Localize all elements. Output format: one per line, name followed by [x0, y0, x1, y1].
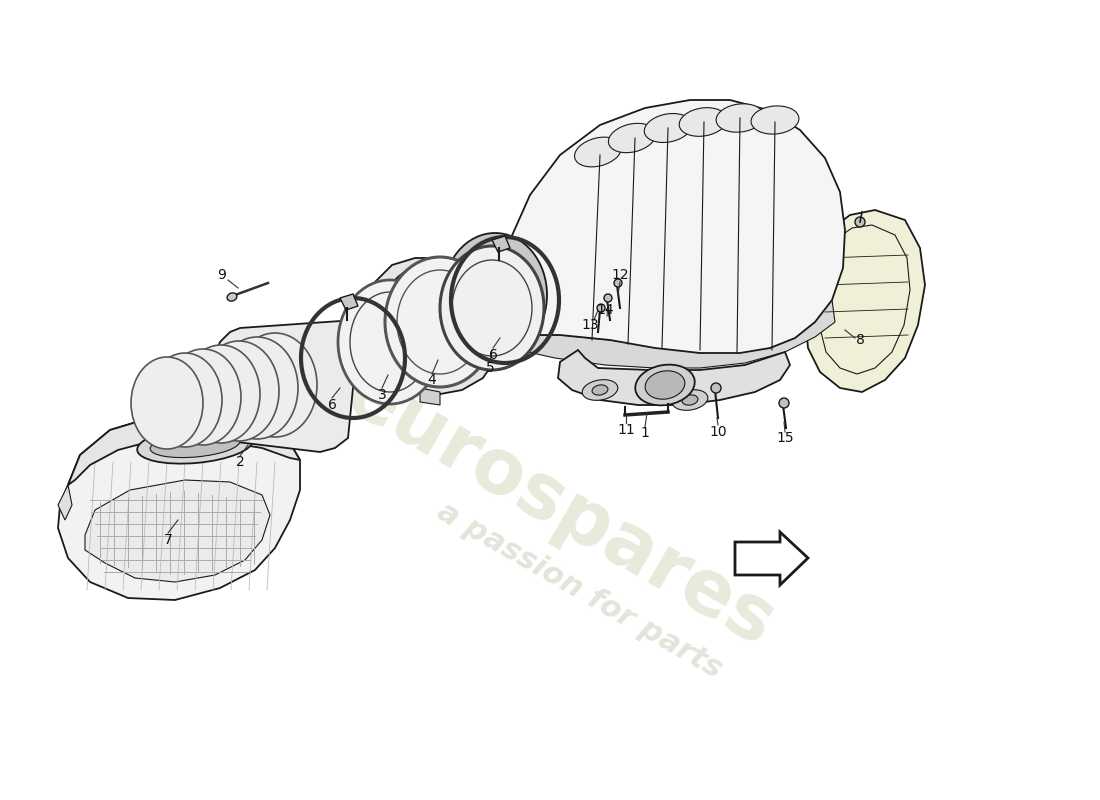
- Text: eurospares: eurospares: [332, 358, 788, 662]
- Polygon shape: [558, 350, 790, 405]
- Polygon shape: [490, 295, 514, 312]
- Text: 6: 6: [328, 398, 337, 412]
- Ellipse shape: [614, 279, 622, 287]
- Polygon shape: [492, 236, 510, 252]
- Ellipse shape: [592, 385, 608, 395]
- Text: 10: 10: [710, 425, 727, 439]
- Ellipse shape: [390, 279, 466, 371]
- Ellipse shape: [227, 293, 236, 301]
- Ellipse shape: [636, 365, 695, 406]
- Ellipse shape: [378, 265, 478, 385]
- Text: a passion for parts: a passion for parts: [432, 497, 727, 683]
- Text: 5: 5: [485, 361, 494, 375]
- Ellipse shape: [216, 337, 298, 439]
- Polygon shape: [58, 412, 300, 600]
- Polygon shape: [205, 320, 362, 452]
- Text: 2: 2: [235, 455, 244, 469]
- Ellipse shape: [160, 355, 211, 415]
- Polygon shape: [58, 485, 72, 520]
- Text: 6: 6: [488, 348, 497, 362]
- Text: 11: 11: [617, 423, 635, 437]
- Text: 4: 4: [428, 373, 437, 387]
- Polygon shape: [340, 294, 358, 310]
- Ellipse shape: [582, 380, 618, 400]
- Ellipse shape: [645, 114, 692, 142]
- Text: 8: 8: [856, 333, 865, 347]
- Polygon shape: [420, 388, 440, 405]
- Ellipse shape: [672, 390, 707, 410]
- Ellipse shape: [182, 345, 260, 443]
- Polygon shape: [735, 532, 808, 585]
- Ellipse shape: [138, 426, 253, 464]
- Text: 13: 13: [581, 318, 598, 332]
- Polygon shape: [85, 480, 270, 582]
- Ellipse shape: [385, 257, 495, 387]
- Ellipse shape: [403, 295, 453, 355]
- Text: 15: 15: [777, 431, 794, 445]
- Polygon shape: [805, 210, 925, 392]
- Ellipse shape: [151, 433, 240, 458]
- Polygon shape: [490, 100, 845, 353]
- Ellipse shape: [440, 246, 544, 370]
- Text: 7: 7: [164, 533, 173, 547]
- Ellipse shape: [608, 123, 656, 153]
- Ellipse shape: [646, 370, 685, 399]
- Text: 3: 3: [377, 388, 386, 402]
- Ellipse shape: [679, 108, 727, 136]
- Polygon shape: [360, 258, 500, 395]
- Ellipse shape: [131, 357, 204, 449]
- Ellipse shape: [233, 333, 317, 437]
- Text: 1: 1: [640, 426, 649, 440]
- Ellipse shape: [437, 250, 537, 366]
- Polygon shape: [68, 412, 300, 485]
- Ellipse shape: [338, 280, 442, 404]
- Ellipse shape: [751, 106, 799, 134]
- Ellipse shape: [779, 398, 789, 408]
- Polygon shape: [155, 355, 222, 412]
- Text: 14: 14: [596, 303, 614, 317]
- Ellipse shape: [199, 341, 279, 441]
- Polygon shape: [490, 300, 835, 368]
- Ellipse shape: [597, 304, 605, 312]
- Ellipse shape: [711, 383, 720, 393]
- Ellipse shape: [148, 353, 222, 447]
- Ellipse shape: [455, 247, 535, 343]
- Ellipse shape: [855, 217, 865, 227]
- Ellipse shape: [165, 349, 241, 445]
- Ellipse shape: [682, 395, 697, 405]
- Ellipse shape: [449, 263, 525, 353]
- Ellipse shape: [604, 294, 612, 302]
- Ellipse shape: [574, 137, 622, 167]
- Ellipse shape: [716, 104, 763, 132]
- Text: 12: 12: [612, 268, 629, 282]
- Text: 9: 9: [218, 268, 227, 282]
- Ellipse shape: [443, 233, 547, 357]
